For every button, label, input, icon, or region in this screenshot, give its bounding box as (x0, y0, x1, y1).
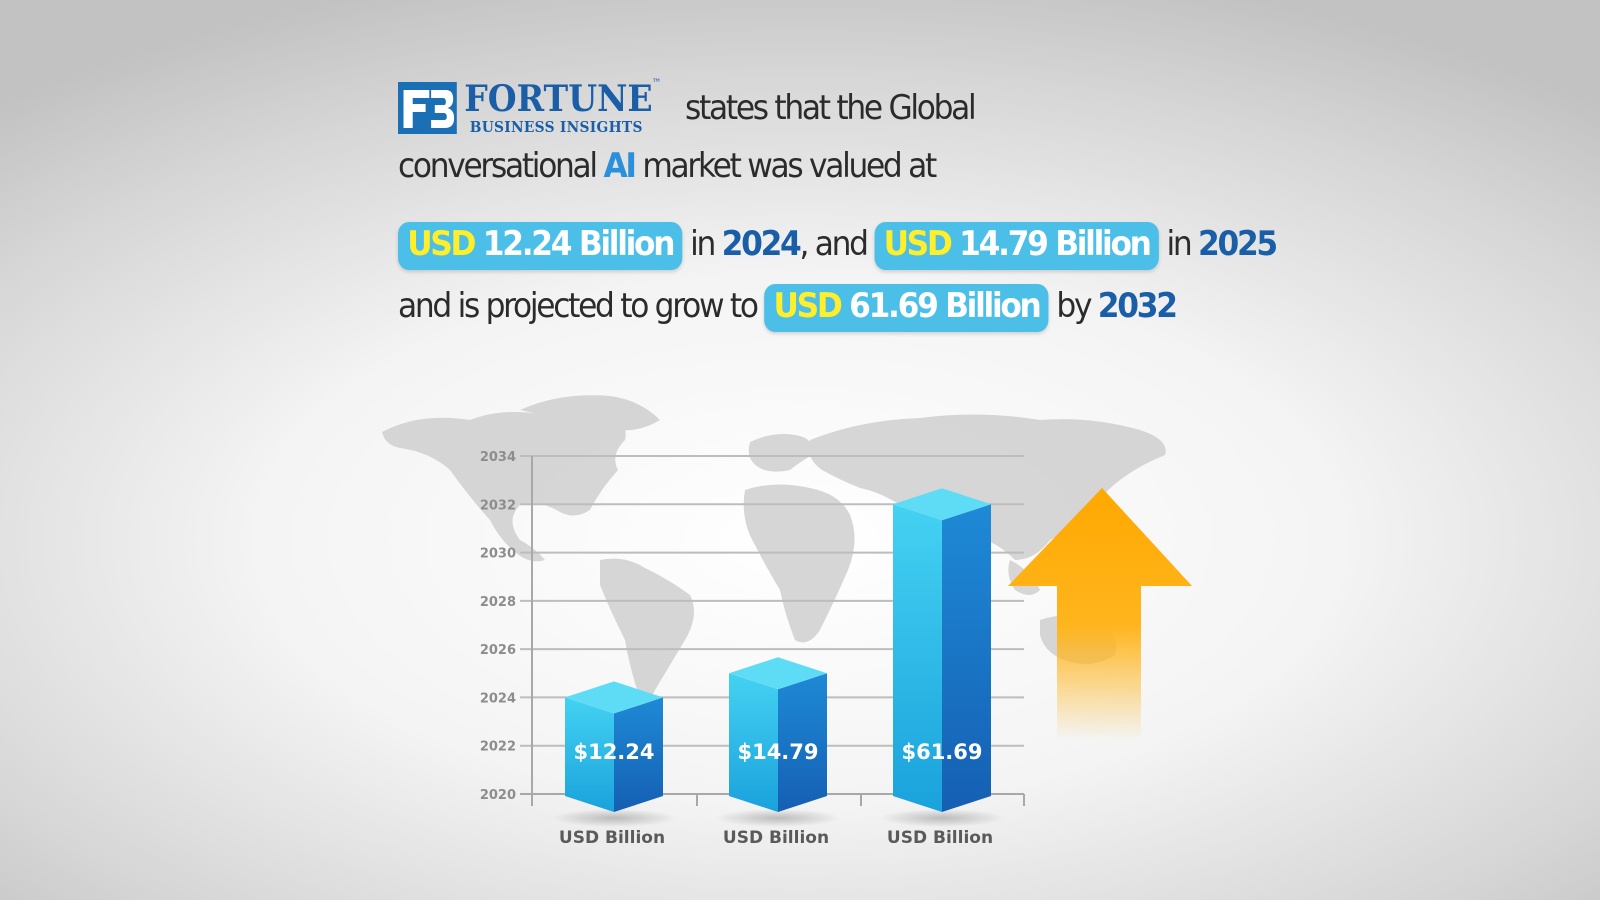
headline-line-4-pre: and is projected to grow to (398, 286, 765, 326)
y-tick-label: 2034 (480, 450, 516, 465)
y-tick-label: 2026 (480, 643, 516, 658)
pill-currency: USD (407, 224, 476, 264)
headline-in: in (1158, 224, 1199, 264)
bar: $14.79 USD Billion (716, 657, 840, 848)
pill-currency: USD (773, 286, 843, 326)
year-2025: 2025 (1198, 224, 1278, 264)
headline-line-1-text: states that the Global (685, 88, 977, 128)
headline-and: , and (799, 224, 875, 264)
headline-in: in (682, 224, 722, 264)
x-axis-tick-marks (531, 794, 1025, 806)
x-category-label: USD Billion (723, 828, 829, 848)
bar-value-label: $61.69 (901, 740, 982, 764)
fb-logo-icon (398, 82, 457, 134)
pill-value: 61.69 Billion (840, 286, 1042, 326)
pill-value: 12.24 Billion (474, 224, 676, 264)
value-pill-2024: USD 12.24 Billion (398, 222, 683, 270)
bar-shadow (880, 809, 1004, 827)
year-2024: 2024 (721, 224, 802, 264)
headline-by: by (1048, 286, 1098, 326)
bar: $61.69 USD Billion (880, 488, 1004, 848)
pill-value: 14.79 Billion (950, 224, 1152, 264)
headline-line-2-pre: conversational (398, 146, 604, 186)
bar-top-face (565, 681, 663, 714)
bar-front-face (893, 504, 942, 812)
bar-shadow (552, 809, 676, 827)
bar-value-label: $14.79 (737, 740, 818, 764)
ai-highlight: AI (603, 146, 637, 186)
y-axis-ticks: 2020 2022 2024 2026 2028 2030 2032 2034 (480, 450, 516, 803)
y-tick-label: 2030 (480, 547, 516, 562)
bar-top-face (729, 657, 827, 690)
y-tick-label: 2032 (480, 498, 516, 513)
bar-front-face (729, 673, 778, 812)
value-pill-2025: USD 14.79 Billion (874, 222, 1159, 270)
bar-side-face (614, 697, 663, 812)
y-tick-label: 2022 (480, 740, 516, 755)
bar-value-label: $12.24 (573, 740, 654, 764)
year-2032: 2032 (1097, 286, 1178, 326)
headline-line-3: USD 12.24 Billion in 2024, and USD 14.79… (398, 222, 1278, 270)
bar-side-face (778, 673, 827, 812)
bar-side-face (942, 504, 991, 812)
headline-line-2-post: market was valued at (634, 146, 937, 186)
headline-line-2: conversational AI market was valued at (398, 146, 937, 186)
bar-front-face (565, 697, 614, 812)
logo-subtitle: BUSINESS INSIGHTS (469, 118, 643, 136)
y-tick-label: 2024 (480, 691, 516, 706)
y-tick-label: 2020 (480, 788, 516, 803)
bar: $12.24 USD Billion (552, 681, 676, 848)
fortune-business-insights-logo: FORTUNE ™ BUSINESS INSIGHTS (398, 78, 665, 140)
logo-brand: FORTUNE (464, 78, 653, 120)
bar-top-face (893, 488, 991, 521)
pill-currency: USD (883, 224, 953, 264)
x-category-label: USD Billion (559, 828, 665, 848)
logo-trademark: ™ (651, 78, 661, 89)
bar-shadow (716, 809, 840, 827)
headline-line-4: and is projected to grow to USD 61.69 Bi… (398, 284, 1178, 332)
y-tick-label: 2028 (480, 595, 516, 610)
value-pill-2032: USD 61.69 Billion (764, 284, 1049, 332)
x-category-label: USD Billion (887, 828, 993, 848)
growth-arrow-icon (1008, 488, 1192, 740)
